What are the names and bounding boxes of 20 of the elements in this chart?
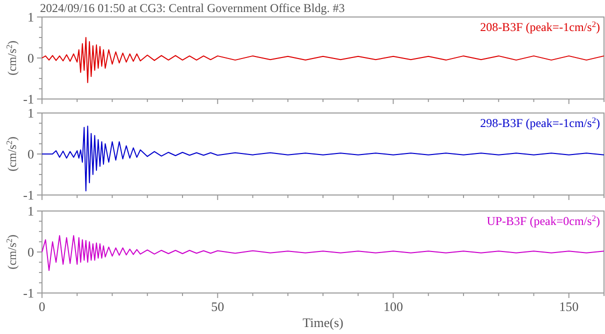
chart-title: 2024/09/16 01:50 at CG3: Central Government Office Bldg. #3 [40,1,345,15]
y-tick-label: 1 [28,204,34,219]
y-tick-label: -1 [23,188,34,203]
x-axis-title: Time(s) [302,315,344,330]
y-tick-label: -1 [23,286,34,301]
y-tick-label: -1 [23,92,34,107]
series-label: 298-B3F (peak=-1cm/s$^{2}$) [480,116,600,130]
y-tick-label: 0 [28,244,34,260]
y-tick-label: 1 [28,10,34,25]
x-tick-label: 100 [384,299,403,314]
x-tick-label: 150 [559,299,579,314]
y-tick-label: 1 [28,106,34,121]
x-tick-label: 50 [211,299,224,314]
x-tick-label: 0 [38,299,46,314]
line-series [42,37,604,84]
series-label: UP-B3F (peak=0cm/s$^{2}$) [486,214,600,228]
series-label: 208-B3F (peak=-1cm/s$^{2}$) [480,20,600,34]
y-tick-label: 0 [28,146,34,162]
line-series [42,235,604,271]
y-tick-label: 0 [28,50,34,66]
